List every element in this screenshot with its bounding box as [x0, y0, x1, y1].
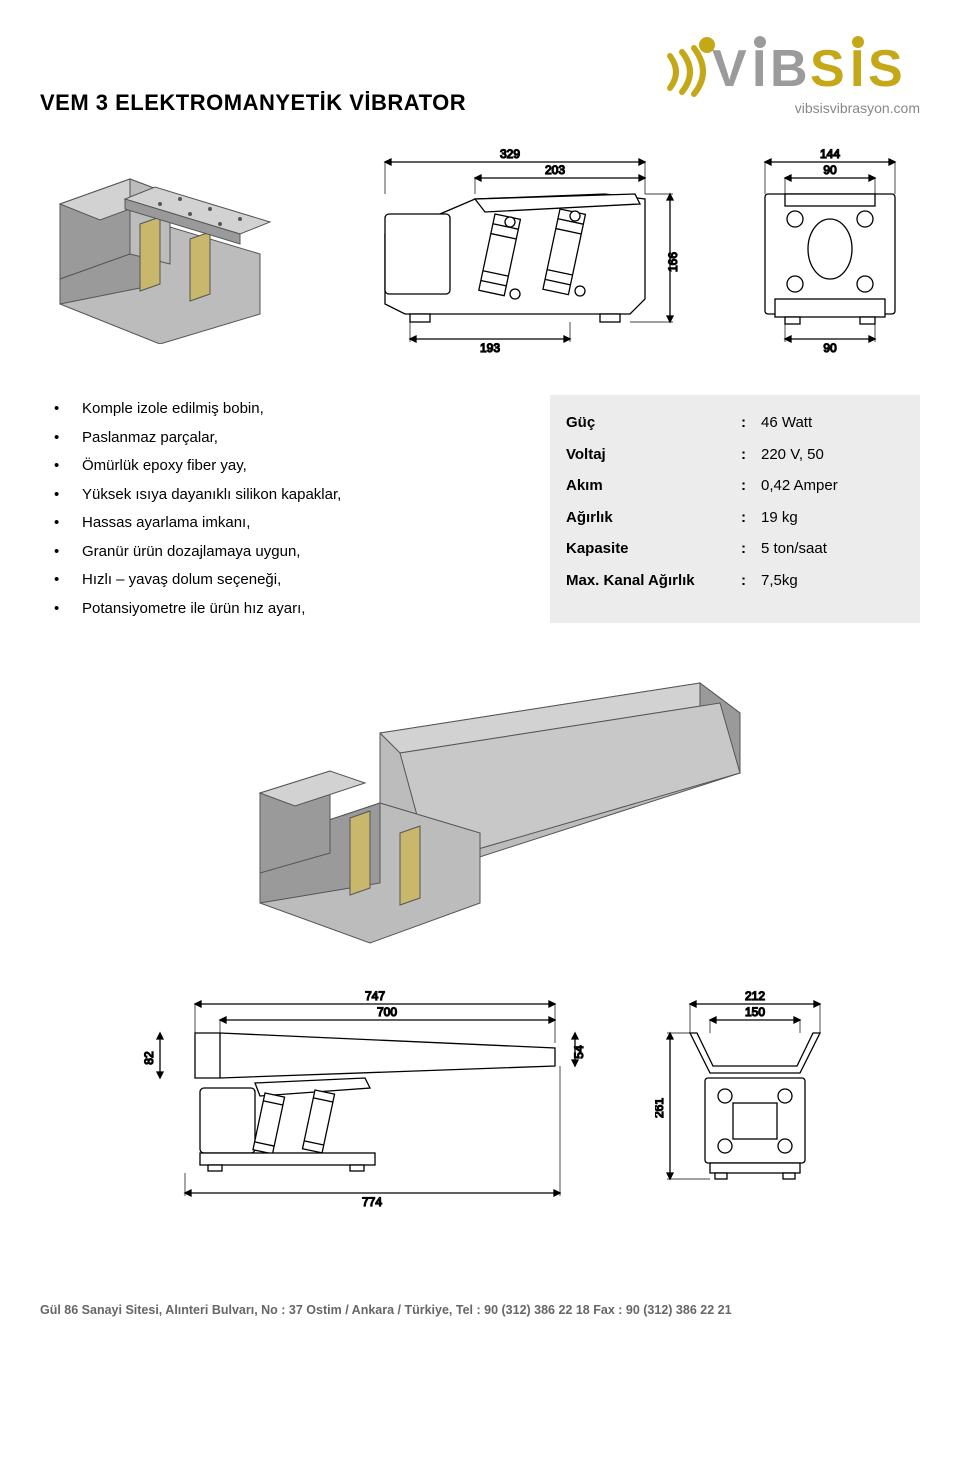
svg-text:144: 144 [820, 147, 840, 161]
spec-label: Akım [566, 470, 741, 502]
footer-text: Gül 86 Sanayi Sitesi, Alınteri Bulvarı, … [40, 1273, 920, 1317]
svg-text:203: 203 [545, 163, 565, 177]
svg-text:54: 54 [572, 1045, 586, 1059]
spec-value: 46 Watt [761, 407, 904, 439]
spec-label: Voltaj [566, 439, 741, 471]
spec-value: 0,42 Amper [761, 470, 904, 502]
feature-item: Ömürlük epoxy fiber yay, [82, 452, 247, 481]
feature-item: Yüksek ısıya dayanıklı silikon kapaklar, [82, 481, 341, 510]
svg-text:747: 747 [365, 989, 385, 1003]
logo-letter-v: V [712, 40, 747, 98]
logo-letter-b: B [770, 40, 808, 98]
feature-item: Komple izole edilmiş bobin, [82, 395, 264, 424]
feature-item: Hassas ayarlama imkanı, [82, 509, 250, 538]
spec-label: Max. Kanal Ağırlık [566, 565, 741, 597]
drawing-side-top: 329 203 [355, 144, 695, 359]
feature-list: •Komple izole edilmiş bobin, •Paslanmaz … [40, 395, 520, 623]
spec-table: Güç:46 Watt Voltaj:220 V, 50 Akım:0,42 A… [550, 395, 920, 623]
feature-item: Paslanmaz parçalar, [82, 424, 218, 453]
svg-text:150: 150 [745, 1005, 765, 1019]
feature-item: Granür ürün dozajlamaya uygun, [82, 538, 300, 567]
render-isometric-2 [40, 653, 920, 958]
svg-text:82: 82 [142, 1051, 156, 1065]
drawing-front-bottom: 212 150 261 [655, 988, 855, 1213]
svg-text:166: 166 [666, 252, 680, 272]
logo-block: V I B S I S vibsisvibrasyon.com [660, 30, 920, 116]
svg-text:90: 90 [823, 163, 837, 177]
logo-letter-i2: I [850, 40, 864, 98]
page-title: VEM 3 ELEKTROMANYETİK VİBRATOR [40, 90, 466, 116]
spec-value: 220 V, 50 [761, 439, 904, 471]
svg-text:261: 261 [655, 1098, 666, 1118]
svg-text:774: 774 [362, 1195, 382, 1208]
spec-label: Güç [566, 407, 741, 439]
svg-text:212: 212 [745, 989, 765, 1003]
feature-item: Potansiyometre ile ürün hız ayarı, [82, 595, 305, 624]
drawing-side-bottom: 747 700 82 54 [105, 988, 605, 1213]
logo-letter-s1: S [810, 40, 845, 98]
drawing-front-top: 144 90 90 [750, 144, 920, 359]
logo-icon: V I B S I S [660, 30, 920, 98]
spec-label: Kapasite [566, 533, 741, 565]
svg-text:329: 329 [500, 147, 520, 161]
svg-text:193: 193 [480, 341, 500, 354]
spec-value: 7,5kg [761, 565, 904, 597]
logo-letter-s2: S [868, 40, 903, 98]
spec-value: 5 ton/saat [761, 533, 904, 565]
svg-text:90: 90 [823, 341, 837, 354]
spec-label: Ağırlık [566, 502, 741, 534]
render-isometric-1 [40, 144, 300, 359]
logo-url: vibsisvibrasyon.com [660, 100, 920, 116]
feature-item: Hızlı – yavaş dolum seçeneği, [82, 566, 281, 595]
logo-letter-i1: I [752, 40, 766, 98]
spec-value: 19 kg [761, 502, 904, 534]
svg-text:700: 700 [377, 1005, 397, 1019]
